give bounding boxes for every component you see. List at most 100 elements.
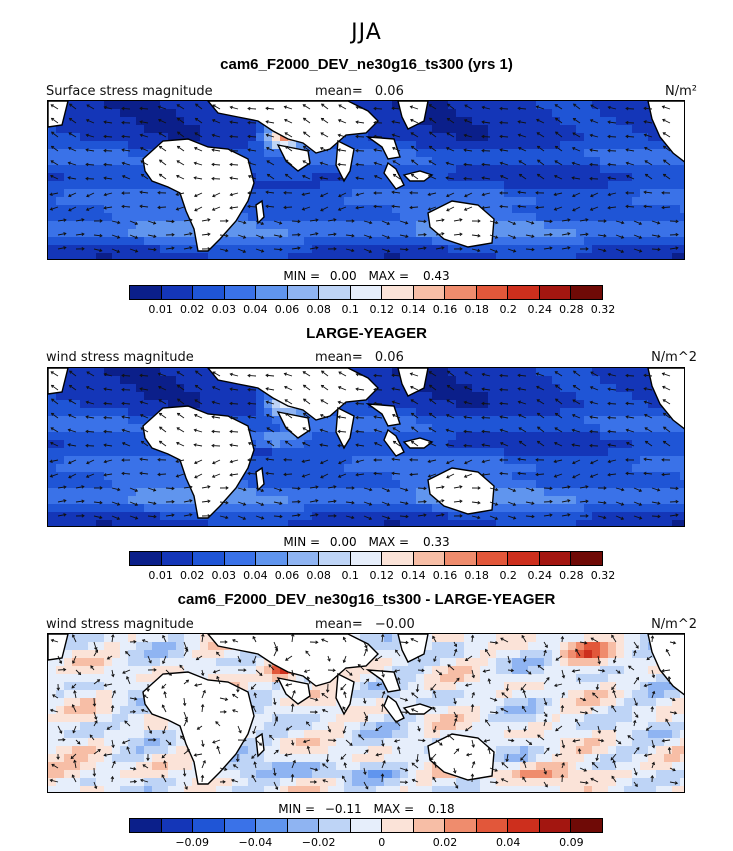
field-cell <box>424 408 432 416</box>
field-cell <box>432 141 440 149</box>
wind-vector <box>500 162 509 166</box>
wind-vector <box>247 135 257 138</box>
field-cell <box>464 392 472 400</box>
field-cell <box>656 181 664 189</box>
field-cell <box>376 432 384 440</box>
wind-vector-head <box>481 206 485 210</box>
field-cell <box>72 392 80 400</box>
field-cell <box>648 197 656 205</box>
field-cell <box>512 642 520 650</box>
field-cell <box>88 253 96 259</box>
field-cell <box>328 213 336 221</box>
wind-vector <box>481 163 491 166</box>
wind-vector <box>140 414 149 419</box>
panel-1-map <box>47 100 685 260</box>
field-cell <box>280 424 288 432</box>
wind-vector-head <box>81 247 85 251</box>
wind-vector <box>68 459 77 464</box>
field-cell <box>272 189 280 197</box>
field-cell <box>664 221 672 229</box>
field-cell <box>240 141 248 149</box>
wind-vector-head <box>50 117 55 121</box>
field-cell <box>280 245 288 253</box>
field-cell <box>544 117 552 125</box>
wind-vector <box>662 106 671 110</box>
wind-vector <box>57 233 66 236</box>
field-cell <box>520 480 528 488</box>
field-cell <box>440 520 448 526</box>
field-cell <box>456 101 464 109</box>
field-cell <box>416 157 424 165</box>
wind-vector-head <box>535 458 539 462</box>
field-cell <box>176 133 184 141</box>
field-cell <box>64 165 72 173</box>
field-cell <box>416 488 424 496</box>
colorbar-tick-label: 0.08 <box>306 303 331 316</box>
wind-vector <box>507 234 516 239</box>
field-cell <box>544 376 552 384</box>
wind-vector-head <box>337 429 341 434</box>
field-cell <box>496 141 504 149</box>
field-cell <box>48 237 56 245</box>
wind-vector <box>363 234 372 239</box>
wind-vector <box>121 374 131 377</box>
field-cell <box>344 173 352 181</box>
wind-vector-head <box>409 191 413 195</box>
field-cell <box>256 141 264 149</box>
wind-vector-head <box>549 513 553 517</box>
field-cell <box>352 213 360 221</box>
field-cell <box>480 424 488 432</box>
wind-vector-head <box>589 474 594 478</box>
field-cell <box>424 416 432 424</box>
field-cell <box>176 472 184 480</box>
field-cell <box>424 512 432 520</box>
field-cell <box>112 408 120 416</box>
wind-vector <box>525 234 534 238</box>
wind-vector-head <box>171 486 175 491</box>
field-cell <box>592 141 600 149</box>
wind-vector <box>626 416 635 419</box>
wind-vector <box>194 399 203 405</box>
field-cell <box>424 181 432 189</box>
field-cell <box>600 456 608 464</box>
wind-vector <box>212 149 221 152</box>
field-cell <box>504 197 512 205</box>
wind-vector-head <box>625 120 629 125</box>
field-cell <box>384 205 392 213</box>
wind-vector <box>111 234 120 239</box>
field-cell <box>72 221 80 229</box>
field-cell <box>272 213 280 221</box>
field-cell <box>264 213 272 221</box>
field-cell <box>648 229 656 237</box>
field-cell <box>448 400 456 408</box>
field-cell <box>616 125 624 133</box>
wind-vector-head <box>459 514 463 518</box>
field-cell <box>272 408 280 416</box>
field-cell <box>504 157 512 165</box>
field-cell <box>328 165 336 173</box>
field-cell <box>648 408 656 416</box>
field-cell <box>384 253 392 259</box>
field-cell <box>576 221 584 229</box>
wind-vector-head <box>134 488 139 492</box>
wind-vector-head <box>139 373 143 378</box>
colorbar-swatch <box>476 552 509 565</box>
field-cell <box>312 488 320 496</box>
field-cell <box>184 504 192 512</box>
field-cell <box>624 101 632 109</box>
field-cell <box>544 189 552 197</box>
panel-1-colorbar <box>129 285 603 300</box>
field-cell <box>584 165 592 173</box>
field-cell <box>584 376 592 384</box>
field-cell <box>656 456 664 464</box>
field-cell <box>632 125 640 133</box>
field-cell <box>152 237 160 245</box>
field-cell <box>64 109 72 117</box>
field-cell <box>496 496 504 504</box>
field-cell <box>544 432 552 440</box>
map-svg <box>48 634 684 792</box>
wind-vector-head <box>661 472 665 477</box>
field-cell <box>96 408 104 416</box>
wind-vector <box>536 106 545 110</box>
field-cell <box>360 634 368 642</box>
